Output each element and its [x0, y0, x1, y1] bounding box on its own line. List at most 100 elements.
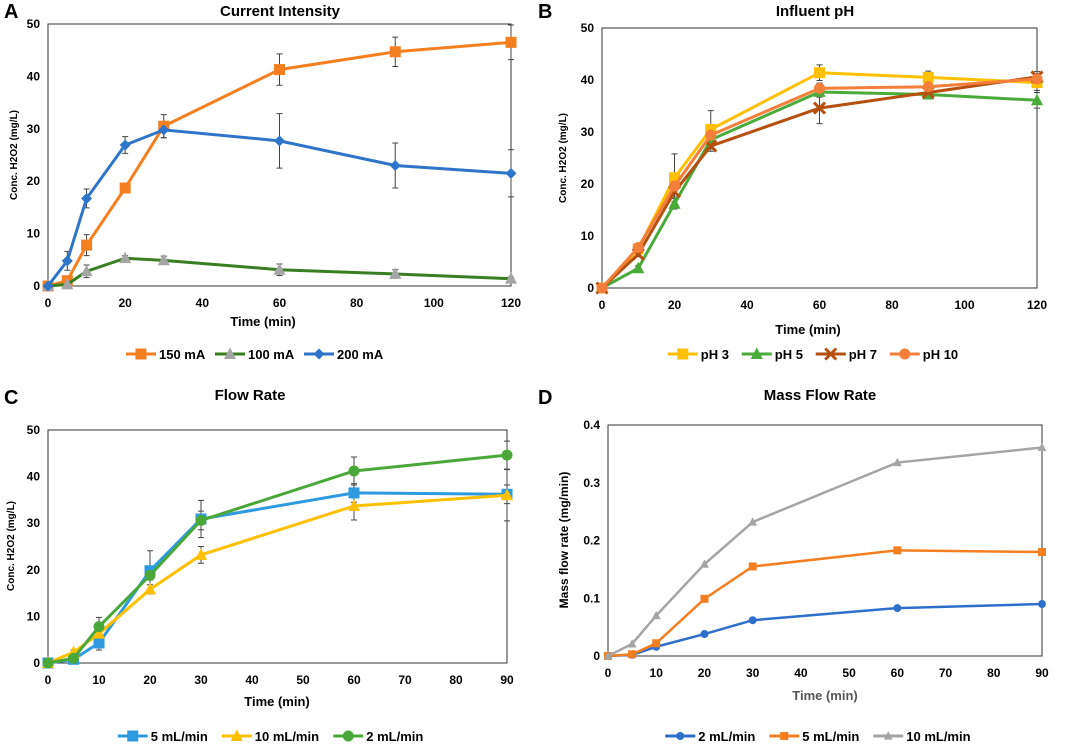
- chart-panel-c: C Flow Rate 0 10 20 30 40 50 0 10 20 30 40 50 60 70 80 90…: [4, 387, 514, 744]
- legend-item: pH 10: [889, 347, 958, 362]
- y-tick-label: 10: [27, 609, 41, 623]
- data-point: [668, 197, 681, 209]
- legend-marker: [676, 732, 685, 740]
- data-point: [1038, 600, 1046, 609]
- x-tick-label: 50: [842, 666, 856, 680]
- x-tick-label: 80: [350, 296, 364, 310]
- data-point: [705, 129, 717, 141]
- x-tick-label: 0: [45, 673, 52, 687]
- legend-item: 10 mL/min: [873, 729, 971, 744]
- y-axis-label: Conc. H2O2 (mg/L): [558, 113, 569, 203]
- data-point: [632, 241, 644, 253]
- legend-label: 100 mA: [248, 347, 295, 362]
- legend-marker: [313, 348, 325, 360]
- data-point: [627, 639, 637, 648]
- x-tick-label: 10: [650, 666, 664, 680]
- chart-panel-a: A Current Intensity 0 10 20 30 40 50 0 20 40 60 80 10…: [4, 1, 521, 362]
- legend-item: 2 mL/min: [665, 729, 755, 744]
- chart-title: Current Intensity: [220, 3, 341, 20]
- x-tick-label: 40: [740, 298, 754, 312]
- data-point: [195, 514, 207, 526]
- y-tick-label: 0: [33, 279, 40, 293]
- x-axis-label: Time (min): [230, 314, 296, 329]
- data-point: [93, 621, 105, 633]
- y-tick-label: 0.1: [583, 591, 600, 605]
- y-tick-label: 20: [27, 563, 41, 577]
- plot-area: [47, 429, 508, 664]
- data-point: [274, 64, 285, 76]
- legend-item: 2 mL/min: [333, 729, 423, 744]
- y-tick-label: 40: [27, 470, 41, 484]
- data-point: [814, 67, 825, 79]
- series-2-ml-min: [42, 449, 513, 669]
- plot-area: [601, 27, 1038, 289]
- y-tick-label: 40: [581, 73, 595, 87]
- legend-label: 2 mL/min: [366, 729, 423, 744]
- data-point: [42, 657, 54, 669]
- series-5-ml-min: [42, 487, 513, 669]
- series-100-ma: [41, 251, 518, 291]
- legend-label: pH 7: [849, 347, 877, 362]
- legend-marker: [780, 732, 789, 740]
- chart-panel-d: D Mass Flow Rate 0 0.1 0.2 0.3 0.4 0 10 20 30 40 50 6…: [538, 387, 1049, 744]
- x-tick-label: 0: [45, 296, 52, 310]
- data-point: [651, 610, 661, 620]
- legend-label: 5 mL/min: [802, 729, 859, 744]
- y-tick-label: 50: [27, 17, 41, 31]
- legend-label: pH 5: [775, 347, 803, 362]
- panel-label: A: [4, 1, 18, 23]
- legend-marker: [127, 730, 139, 742]
- legend-item: 150 mA: [126, 347, 206, 362]
- data-point: [596, 282, 608, 294]
- y-tick-label: 0: [33, 656, 40, 670]
- data-point: [628, 650, 637, 659]
- legend-marker: [883, 731, 893, 740]
- data-point: [893, 546, 902, 555]
- data-point: [1030, 93, 1044, 106]
- data-point: [119, 139, 131, 151]
- data-point: [389, 159, 401, 171]
- x-tick-label: 20: [668, 298, 682, 312]
- x-tick-label: 20: [143, 673, 157, 687]
- x-tick-label: 80: [449, 673, 463, 687]
- legend-item: pH 5: [741, 347, 803, 362]
- data-point: [748, 616, 757, 625]
- x-axis-label: Time (min): [244, 694, 310, 709]
- data-point: [700, 594, 709, 603]
- chart-title: Flow Rate: [215, 387, 286, 404]
- y-tick-label: 10: [27, 227, 41, 241]
- x-tick-label: 60: [347, 673, 361, 687]
- y-tick-label: 0.3: [583, 476, 600, 490]
- data-point: [504, 272, 518, 284]
- series-line: [47, 491, 508, 665]
- series-line: [47, 40, 512, 288]
- y-axis-label: Conc. H2O2 (mg/L): [6, 501, 17, 591]
- data-point: [274, 135, 285, 147]
- x-tick-label: 60: [813, 298, 827, 312]
- x-tick-label: 60: [891, 666, 905, 680]
- legend-label: 150 mA: [159, 347, 206, 362]
- data-point: [68, 652, 79, 664]
- legend-item: 200 mA: [304, 347, 384, 362]
- x-tick-label: 70: [939, 666, 953, 680]
- legend-label: 200 mA: [337, 347, 384, 362]
- x-tick-label: 70: [398, 673, 412, 687]
- series-line: [607, 549, 1043, 658]
- x-axis-label: Time (min): [792, 688, 858, 703]
- data-point: [700, 559, 709, 568]
- x-tick-label: 30: [746, 666, 760, 680]
- data-point: [158, 124, 170, 136]
- x-tick-label: 0: [605, 666, 612, 680]
- y-tick-label: 40: [27, 69, 41, 83]
- data-point: [893, 604, 902, 613]
- x-tick-label: 80: [885, 298, 899, 312]
- plot-area: [607, 424, 1043, 657]
- y-tick-label: 10: [581, 229, 595, 243]
- data-point: [922, 81, 934, 93]
- series-200-ma: [42, 124, 517, 292]
- x-tick-label: 10: [92, 673, 106, 687]
- data-point: [505, 36, 517, 48]
- legend-marker: [750, 347, 763, 359]
- y-tick-label: 0.4: [583, 418, 600, 432]
